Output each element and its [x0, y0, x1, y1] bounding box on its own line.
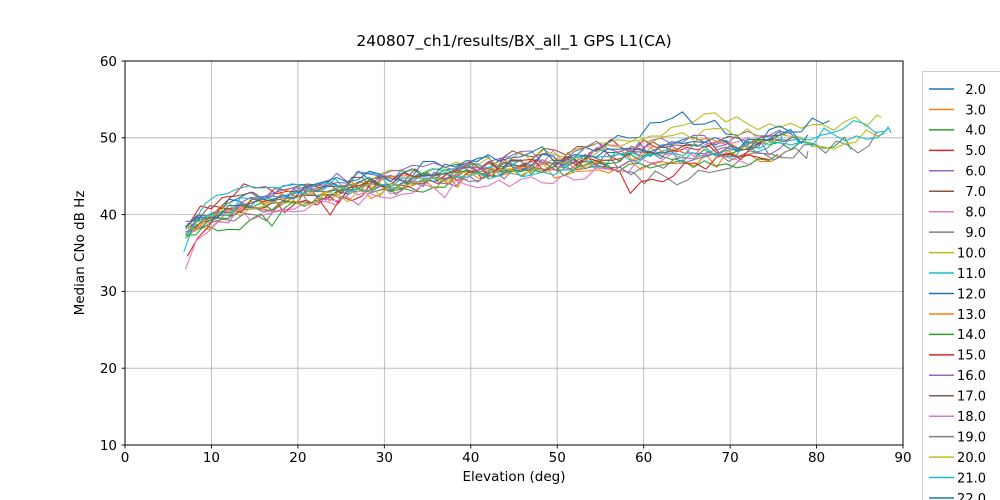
- x-tick-label: 30: [376, 450, 393, 466]
- series-layer: [183, 111, 892, 270]
- series-line-20.0: [185, 128, 886, 231]
- x-tick-label: 90: [894, 450, 911, 466]
- legend-label: 17.0: [957, 390, 986, 405]
- legend-label: 9.0: [965, 226, 986, 241]
- legend-label: 21.0: [957, 471, 986, 486]
- y-tick-label: 30: [100, 284, 117, 300]
- x-tick-label: 70: [722, 450, 739, 466]
- y-tick-label: 20: [100, 361, 117, 377]
- x-tick-label: 80: [808, 450, 825, 466]
- y-tick-label: 50: [100, 131, 117, 147]
- legend-label: 13.0: [957, 308, 986, 323]
- y-tick-label: 10: [100, 438, 117, 454]
- legend-label: 14.0: [957, 328, 986, 343]
- legend-label: 11.0: [957, 267, 986, 282]
- y-tick-label: 40: [100, 207, 117, 223]
- legend: 2.0 3.0 4.0 5.0 6.0 7.0 8.0 9.0 10.0 11.0 12.0 13.0…: [922, 71, 1000, 500]
- series-line-18.0: [184, 152, 752, 270]
- legend-label: 5.0: [965, 144, 986, 159]
- y-tick-label: 60: [100, 54, 117, 70]
- axes-spines: [124, 60, 904, 446]
- chart-title: 240807_ch1/results/BX_all_1 GPS L1(CA): [356, 32, 671, 51]
- legend-label: 10.0: [957, 246, 986, 261]
- legend-label: 4.0: [965, 124, 986, 139]
- x-tick-label: 10: [203, 450, 220, 466]
- legend-label: 2.0: [965, 83, 986, 98]
- x-tick-label: 0: [121, 450, 130, 466]
- legend-label: 8.0: [965, 206, 986, 221]
- x-tick-label: 50: [549, 450, 566, 466]
- legend-label: 12.0: [957, 287, 986, 302]
- series-line-13.0: [188, 137, 774, 231]
- x-tick-label: 60: [635, 450, 652, 466]
- y-axis-label: Median CNo dB Hz: [72, 191, 88, 316]
- legend-label: 16.0: [957, 369, 986, 384]
- legend-box: [922, 71, 1000, 500]
- legend-label: 6.0: [965, 165, 986, 180]
- x-axis-label: Elevation (deg): [463, 469, 566, 485]
- legend-label: 18.0: [957, 410, 986, 425]
- legend-label: 20.0: [957, 451, 986, 466]
- legend-label: 7.0: [965, 185, 986, 200]
- x-tick-label: 40: [462, 450, 479, 466]
- legend-label: 22.0: [957, 492, 986, 500]
- legend-label: 3.0: [965, 103, 986, 118]
- series-line-22.0: [185, 128, 809, 228]
- x-tick-label: 20: [289, 450, 306, 466]
- series-line-21.0: [185, 127, 892, 236]
- legend-label: 15.0: [957, 349, 986, 364]
- series-line-15.0: [186, 153, 770, 257]
- legend-label: 19.0: [957, 430, 986, 445]
